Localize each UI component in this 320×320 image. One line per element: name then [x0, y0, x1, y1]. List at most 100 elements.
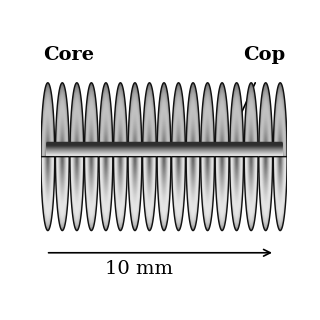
- PathPatch shape: [231, 157, 242, 212]
- PathPatch shape: [204, 118, 211, 157]
- PathPatch shape: [215, 84, 229, 157]
- PathPatch shape: [161, 157, 167, 187]
- PathPatch shape: [235, 140, 238, 157]
- PathPatch shape: [246, 105, 256, 157]
- PathPatch shape: [91, 149, 92, 157]
- PathPatch shape: [265, 157, 267, 166]
- PathPatch shape: [262, 114, 270, 157]
- PathPatch shape: [173, 95, 184, 157]
- PathPatch shape: [46, 133, 50, 157]
- PathPatch shape: [190, 123, 196, 157]
- PathPatch shape: [234, 157, 239, 182]
- PathPatch shape: [120, 157, 121, 164]
- PathPatch shape: [188, 157, 197, 204]
- PathPatch shape: [275, 100, 285, 157]
- PathPatch shape: [175, 157, 182, 196]
- PathPatch shape: [203, 104, 212, 157]
- PathPatch shape: [187, 157, 199, 224]
- PathPatch shape: [176, 157, 181, 183]
- PathPatch shape: [220, 135, 224, 157]
- PathPatch shape: [102, 157, 109, 196]
- PathPatch shape: [248, 157, 254, 192]
- PathPatch shape: [90, 140, 93, 157]
- PathPatch shape: [76, 157, 77, 163]
- PathPatch shape: [46, 140, 49, 157]
- PathPatch shape: [103, 157, 109, 190]
- PathPatch shape: [189, 157, 197, 201]
- PathPatch shape: [119, 137, 122, 157]
- PathPatch shape: [158, 157, 170, 218]
- PathPatch shape: [218, 157, 226, 197]
- PathPatch shape: [115, 157, 126, 213]
- PathPatch shape: [203, 157, 212, 208]
- PathPatch shape: [161, 119, 167, 157]
- PathPatch shape: [89, 126, 94, 157]
- PathPatch shape: [47, 157, 49, 164]
- PathPatch shape: [190, 157, 196, 187]
- PathPatch shape: [249, 128, 254, 157]
- PathPatch shape: [278, 137, 282, 157]
- PathPatch shape: [264, 157, 268, 177]
- PathPatch shape: [117, 157, 124, 189]
- PathPatch shape: [114, 92, 126, 157]
- PathPatch shape: [115, 157, 126, 217]
- PathPatch shape: [70, 157, 84, 227]
- PathPatch shape: [274, 157, 286, 222]
- PathPatch shape: [219, 126, 225, 157]
- PathPatch shape: [159, 157, 169, 210]
- PathPatch shape: [100, 157, 112, 218]
- PathPatch shape: [57, 157, 68, 213]
- PathPatch shape: [88, 118, 95, 157]
- PathPatch shape: [130, 105, 140, 157]
- PathPatch shape: [188, 99, 198, 157]
- PathPatch shape: [235, 142, 238, 157]
- PathPatch shape: [86, 100, 97, 157]
- PathPatch shape: [233, 157, 240, 194]
- PathPatch shape: [173, 97, 184, 157]
- PathPatch shape: [86, 95, 97, 157]
- PathPatch shape: [71, 157, 83, 218]
- PathPatch shape: [159, 104, 169, 157]
- PathPatch shape: [202, 99, 213, 157]
- PathPatch shape: [75, 157, 79, 182]
- PathPatch shape: [202, 157, 213, 213]
- PathPatch shape: [218, 157, 226, 201]
- PathPatch shape: [58, 157, 67, 204]
- PathPatch shape: [87, 157, 95, 201]
- PathPatch shape: [101, 102, 111, 157]
- PathPatch shape: [59, 118, 66, 157]
- PathPatch shape: [250, 157, 252, 166]
- PathPatch shape: [114, 157, 127, 229]
- PathPatch shape: [76, 147, 78, 157]
- PathPatch shape: [71, 157, 83, 217]
- PathPatch shape: [177, 144, 180, 157]
- PathPatch shape: [71, 157, 83, 224]
- PathPatch shape: [251, 157, 252, 164]
- PathPatch shape: [188, 100, 198, 157]
- PathPatch shape: [73, 114, 81, 157]
- PathPatch shape: [76, 151, 77, 157]
- PathPatch shape: [202, 95, 213, 157]
- PathPatch shape: [276, 107, 285, 157]
- PathPatch shape: [132, 157, 138, 189]
- PathPatch shape: [89, 157, 94, 187]
- PathPatch shape: [133, 142, 136, 157]
- PathPatch shape: [43, 109, 52, 157]
- PathPatch shape: [59, 157, 66, 197]
- PathPatch shape: [148, 137, 151, 157]
- PathPatch shape: [250, 147, 252, 157]
- PathPatch shape: [279, 157, 281, 164]
- PathPatch shape: [278, 157, 282, 175]
- PathPatch shape: [143, 157, 156, 229]
- PathPatch shape: [47, 157, 49, 170]
- PathPatch shape: [146, 157, 154, 199]
- PathPatch shape: [221, 157, 223, 163]
- PathPatch shape: [118, 128, 123, 157]
- PathPatch shape: [178, 157, 179, 164]
- PathPatch shape: [175, 157, 182, 194]
- PathPatch shape: [144, 95, 155, 157]
- PathPatch shape: [275, 99, 286, 157]
- PathPatch shape: [246, 157, 257, 215]
- PathPatch shape: [143, 88, 156, 157]
- PathPatch shape: [274, 88, 287, 157]
